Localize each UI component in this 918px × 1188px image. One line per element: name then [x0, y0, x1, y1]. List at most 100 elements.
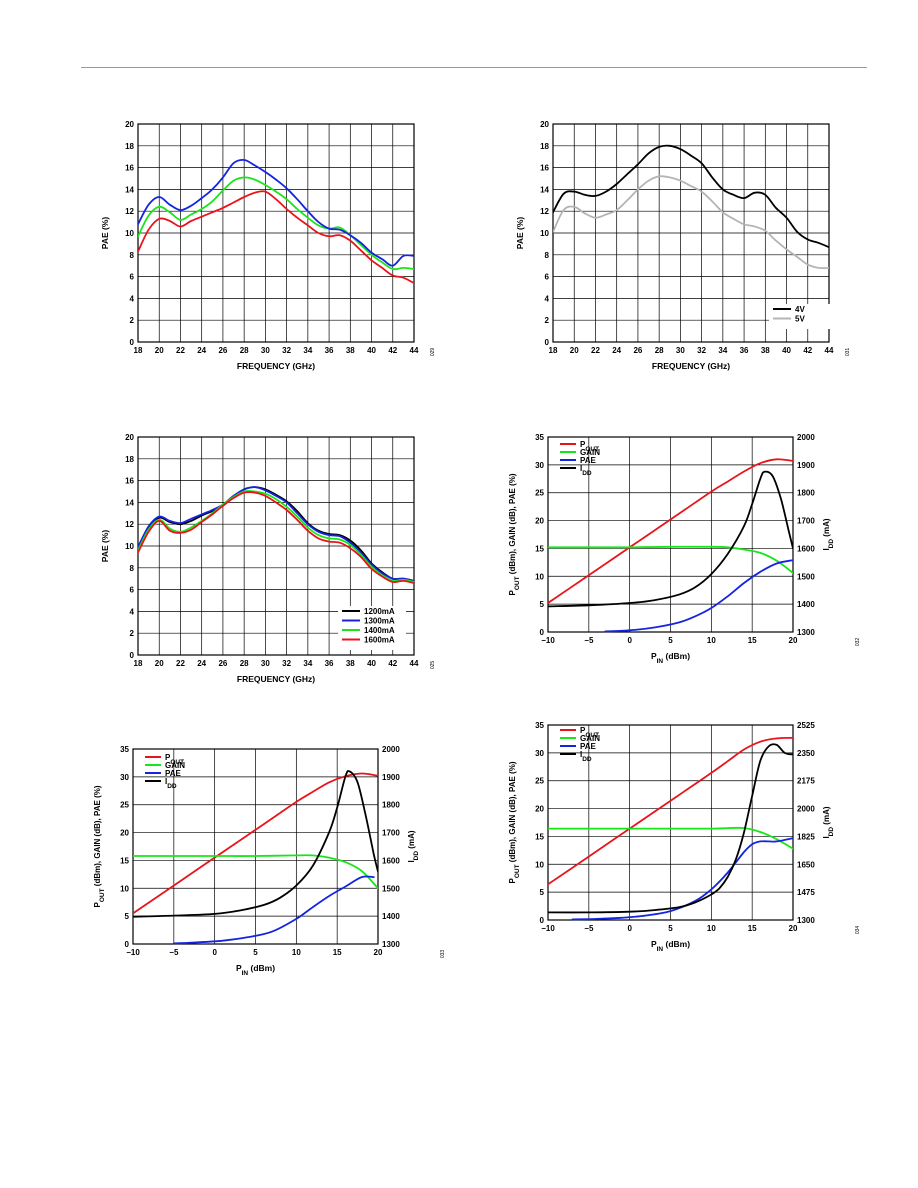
- y2-axis-label: IDD (mA): [822, 806, 835, 838]
- y-tick-label: 15: [535, 832, 544, 841]
- x-tick-label: −5: [584, 924, 594, 933]
- x-tick-label: 5: [668, 636, 673, 645]
- x-tick-label: 28: [240, 659, 249, 668]
- legend-label: POUT: [580, 440, 599, 453]
- figure-number: 031: [845, 348, 851, 357]
- x-tick-label: 44: [825, 346, 834, 355]
- x-axis-label: PIN (dBm): [651, 939, 690, 953]
- tick-labels: −10 −5 0 5 10 15 20 0 5 10 15 20 25 30 35 1300 1475 1650 1…: [535, 721, 815, 933]
- y-tick-label: 25: [120, 801, 129, 810]
- legend-label: 1400mA: [364, 626, 395, 635]
- y-axis-label: POUT (dBm), GAIN (dB), PAE (%): [93, 785, 106, 907]
- y-tick-label: 14: [540, 185, 549, 194]
- legend-label: PAE: [165, 769, 182, 778]
- y-tick-label: 20: [120, 829, 129, 838]
- x-tick-label: 20: [374, 948, 383, 957]
- y-tick-label: 6: [545, 273, 550, 282]
- series-line-1: [548, 545, 793, 574]
- x-tick-label: −10: [541, 924, 555, 933]
- series-line-0: [138, 190, 414, 284]
- x-tick-label: 32: [282, 346, 291, 355]
- y-tick-label: 25: [535, 489, 544, 498]
- legend-background: [338, 606, 406, 650]
- x-tick-label: 34: [303, 659, 312, 668]
- y-tick-label: 20: [540, 120, 549, 129]
- y-tick-label: 12: [540, 207, 549, 216]
- y-tick-label: 12: [125, 520, 134, 529]
- y2-tick-label: 2525: [797, 721, 815, 730]
- tick-labels: 18 20 22 24 26 28 30 32 34 36 38 40 42 44024681012141…: [125, 433, 419, 668]
- y-tick-label: 2: [545, 316, 550, 325]
- y2-tick-label: 2350: [797, 749, 815, 758]
- y-axis-label: POUT (dBm), GAIN (dB), PAE (%): [508, 761, 521, 883]
- series-line-3: [133, 770, 378, 918]
- series-lines: [138, 486, 414, 584]
- legend-label: GAIN: [580, 734, 600, 743]
- x-tick-label: −5: [169, 948, 179, 957]
- y2-tick-label: 1500: [797, 572, 815, 581]
- x-tick-label: 38: [346, 346, 355, 355]
- series-lines: [548, 736, 793, 921]
- y-tick-label: 5: [540, 888, 545, 897]
- legend-label: POUT: [580, 726, 599, 739]
- series-lines: [133, 770, 378, 945]
- chart-pae-vs-frequency-current: 18 20 22 24 26 28 30 32 34 36 38 40 42 44 0 2 4 6 8 10 12 14 1…: [95, 428, 440, 698]
- y-tick-label: 18: [540, 142, 549, 151]
- plot-frame: [552, 123, 830, 343]
- y2-tick-label: 1300: [382, 940, 400, 949]
- x-tick-label: 15: [333, 948, 342, 957]
- y-tick-label: 30: [120, 773, 129, 782]
- x-tick-label: 24: [612, 346, 621, 355]
- legend-label: 4V: [795, 305, 805, 314]
- x-tick-label: 10: [707, 924, 716, 933]
- x-tick-label: 44: [410, 659, 419, 668]
- series-line-2: [571, 837, 793, 921]
- y2-tick-label: 1800: [382, 801, 400, 810]
- x-tick-label: 42: [388, 659, 397, 668]
- series-line-1: [138, 176, 414, 271]
- x-tick-label: 18: [549, 346, 558, 355]
- x-tick-label: 0: [627, 636, 632, 645]
- x-tick-label: 30: [676, 346, 685, 355]
- legend-label: IDD: [580, 464, 592, 477]
- y2-tick-label: 2000: [382, 745, 400, 754]
- x-tick-label: −10: [541, 636, 555, 645]
- y-tick-label: 20: [535, 805, 544, 814]
- tick-labels: 18 20 22 24 26 28 30 32 34 36 38 40 42 44024681012141…: [125, 120, 419, 355]
- y2-tick-label: 1650: [797, 860, 815, 869]
- series-line-0: [548, 736, 793, 886]
- y-axis-label: PAE (%): [515, 217, 525, 250]
- x-tick-label: 44: [410, 346, 419, 355]
- y-axis-label: PAE (%): [100, 530, 110, 563]
- y-tick-label: 30: [535, 749, 544, 758]
- y-tick-label: 0: [130, 338, 135, 347]
- series-line-2: [604, 559, 793, 633]
- series-line-1: [133, 854, 378, 890]
- y-tick-label: 0: [130, 651, 135, 660]
- figure-number: 033: [440, 950, 446, 959]
- y-tick-label: 10: [540, 229, 549, 238]
- y2-tick-label: 1300: [797, 916, 815, 925]
- y-tick-label: 10: [535, 860, 544, 869]
- figure-number: 025: [430, 661, 436, 670]
- y-tick-label: 2: [130, 629, 135, 638]
- y2-tick-label: 1600: [797, 544, 815, 553]
- series-line-1: [553, 175, 829, 270]
- y-tick-label: 25: [535, 777, 544, 786]
- legend-label: PAE: [580, 456, 597, 465]
- x-axis-label: PIN (dBm): [651, 651, 690, 665]
- x-tick-label: 20: [789, 636, 798, 645]
- series-line-2: [138, 490, 414, 583]
- y-tick-label: 15: [535, 544, 544, 553]
- y-tick-label: 14: [125, 498, 134, 507]
- y2-tick-label: 1900: [382, 773, 400, 782]
- y-tick-label: 0: [540, 916, 545, 925]
- series-line-2: [172, 875, 375, 945]
- x-tick-label: 42: [803, 346, 812, 355]
- x-tick-label: 18: [134, 659, 143, 668]
- y-tick-label: 4: [545, 294, 550, 303]
- x-tick-label: 36: [325, 659, 334, 668]
- figure-number: 029: [430, 348, 436, 357]
